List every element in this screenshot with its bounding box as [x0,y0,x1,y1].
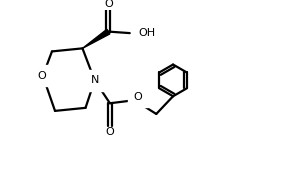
Text: O: O [37,71,46,81]
Text: O: O [134,91,142,102]
Text: N: N [91,75,99,85]
Text: O: O [104,0,113,9]
Polygon shape [82,29,110,48]
Text: O: O [106,127,114,137]
Text: OH: OH [138,28,155,38]
